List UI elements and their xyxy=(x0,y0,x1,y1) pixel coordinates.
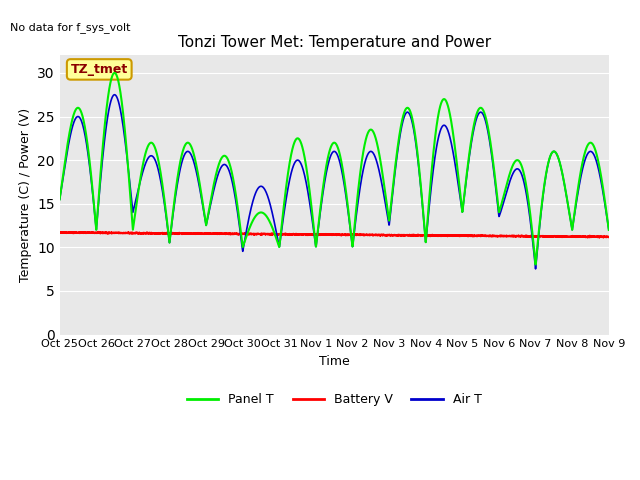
Y-axis label: Temperature (C) / Power (V): Temperature (C) / Power (V) xyxy=(19,108,31,282)
Text: No data for f_sys_volt: No data for f_sys_volt xyxy=(10,22,131,33)
X-axis label: Time: Time xyxy=(319,355,349,368)
Text: TZ_tmet: TZ_tmet xyxy=(70,63,128,76)
Legend: Panel T, Battery V, Air T: Panel T, Battery V, Air T xyxy=(182,388,486,411)
Title: Tonzi Tower Met: Temperature and Power: Tonzi Tower Met: Temperature and Power xyxy=(178,35,491,50)
